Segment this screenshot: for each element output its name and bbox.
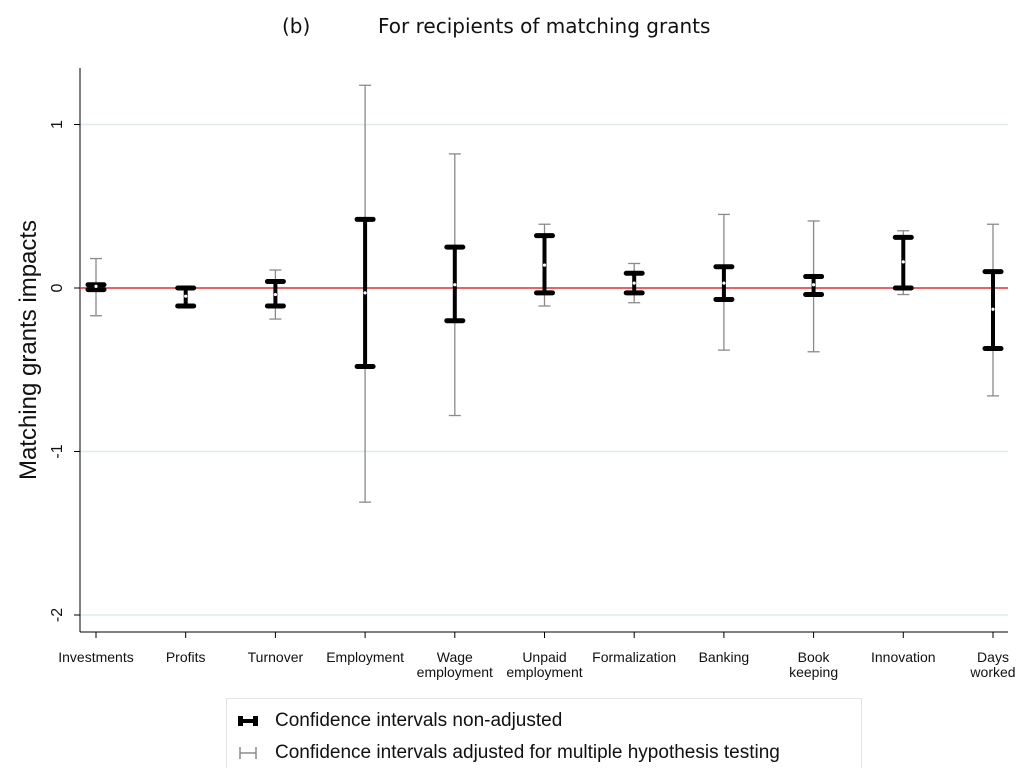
gridlines bbox=[80, 123, 1008, 616]
axes bbox=[79, 68, 1008, 633]
nonadjusted-interval bbox=[713, 264, 735, 302]
y-axis-label: Matching grants impacts bbox=[15, 220, 42, 480]
legend-key-adjusted bbox=[239, 747, 257, 759]
nonadjusted-interval bbox=[354, 216, 376, 369]
x-tick-label: Unpaid bbox=[522, 649, 566, 665]
x-tick-label: employment bbox=[506, 664, 582, 680]
y-ticks: -2 -1 0 1 bbox=[49, 120, 80, 622]
x-ticks: Investments Profits Turnover Employment Wage… bbox=[58, 632, 1016, 680]
x-tick-label: Innovation bbox=[871, 649, 936, 665]
x-tick-label: Employment bbox=[326, 649, 404, 665]
nonadjusted-interval bbox=[175, 285, 197, 309]
errorbar-chart: -2 -1 0 1 Investments Profits Turnover Employm… bbox=[15, 68, 1016, 680]
nonadjusted-interval bbox=[85, 282, 107, 293]
point-estimate bbox=[991, 307, 995, 311]
x-tick-label: Banking bbox=[699, 649, 750, 665]
legend: Confidence intervals non-adjusted Confid… bbox=[226, 698, 862, 768]
point-estimate bbox=[184, 294, 188, 298]
point-estimate bbox=[363, 291, 367, 295]
chart-title: (b) For recipients of matching grants bbox=[0, 12, 1018, 42]
x-tick-label: Days bbox=[977, 649, 1009, 665]
nonadjusted-interval bbox=[444, 244, 466, 324]
panel-label: (b) bbox=[282, 14, 311, 38]
chart-title-text: For recipients of matching grants bbox=[378, 14, 711, 38]
nonadjusted-interval bbox=[264, 278, 286, 309]
x-tick-label: Turnover bbox=[248, 649, 304, 665]
nonadjusted-interval bbox=[892, 234, 914, 291]
nonadjusted-interval bbox=[534, 233, 555, 296]
nonadjusted-interval bbox=[803, 274, 825, 298]
x-tick-label: Profits bbox=[166, 649, 206, 665]
y-tick-label: -1 bbox=[49, 444, 66, 458]
legend-key-nonadjusted bbox=[238, 716, 258, 726]
y-tick-label: 1 bbox=[49, 120, 66, 129]
y-tick-label: 0 bbox=[49, 283, 66, 292]
legend-item-adjusted: Confidence intervals adjusted for multip… bbox=[235, 741, 780, 765]
legend-item-nonadjusted: Confidence intervals non-adjusted bbox=[235, 709, 562, 733]
x-tick-label: Book bbox=[798, 649, 831, 665]
point-estimate bbox=[901, 260, 905, 264]
x-tick-label: keeping bbox=[789, 664, 838, 680]
x-tick-label: Formalization bbox=[592, 649, 676, 665]
point-estimate bbox=[722, 281, 726, 285]
x-tick-label: Investments bbox=[58, 649, 133, 665]
point-estimate bbox=[94, 284, 98, 288]
y-tick-label: -2 bbox=[49, 608, 66, 622]
x-tick-label: worked bbox=[969, 664, 1015, 680]
nonadjusted-intervals bbox=[85, 216, 1004, 369]
point-estimate bbox=[632, 281, 636, 285]
x-tick-label: employment bbox=[417, 664, 493, 680]
nonadjusted-interval bbox=[623, 270, 645, 296]
nonadjusted-interval bbox=[982, 269, 1004, 351]
point-estimate bbox=[542, 263, 547, 267]
legend-label-nonadjusted: Confidence intervals non-adjusted bbox=[275, 710, 563, 731]
x-tick-label: Wage bbox=[437, 649, 473, 665]
point-estimate bbox=[273, 292, 277, 297]
point-estimate bbox=[453, 283, 457, 287]
legend-label-adjusted: Confidence intervals adjusted for multip… bbox=[275, 742, 780, 763]
point-estimate bbox=[812, 283, 816, 287]
